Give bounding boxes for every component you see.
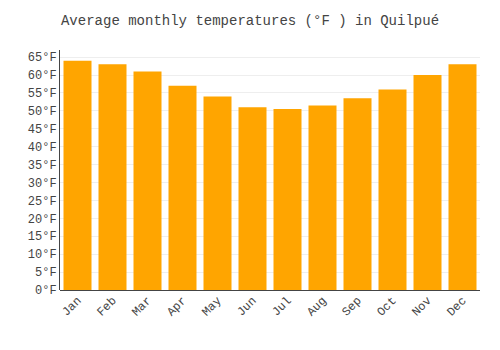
svg-text:Apr: Apr bbox=[164, 294, 189, 319]
svg-text:Jun: Jun bbox=[234, 294, 259, 319]
svg-text:15°F: 15°F bbox=[28, 230, 57, 244]
svg-text:Jul: Jul bbox=[269, 294, 294, 319]
svg-text:Aug: Aug bbox=[304, 294, 329, 319]
svg-text:0°F: 0°F bbox=[35, 284, 57, 298]
svg-text:30°F: 30°F bbox=[28, 177, 57, 191]
svg-text:65°F: 65°F bbox=[28, 51, 57, 65]
svg-text:20°F: 20°F bbox=[28, 213, 57, 227]
svg-text:35°F: 35°F bbox=[28, 159, 57, 173]
svg-text:Feb: Feb bbox=[94, 294, 119, 319]
svg-text:60°F: 60°F bbox=[28, 69, 57, 83]
svg-text:Oct: Oct bbox=[374, 294, 399, 319]
svg-text:50°F: 50°F bbox=[28, 105, 57, 119]
svg-text:5°F: 5°F bbox=[35, 266, 57, 280]
svg-text:May: May bbox=[199, 294, 224, 319]
svg-text:25°F: 25°F bbox=[28, 195, 57, 209]
svg-text:40°F: 40°F bbox=[28, 141, 57, 155]
svg-text:Dec: Dec bbox=[444, 294, 469, 319]
svg-text:Jan: Jan bbox=[59, 294, 84, 319]
svg-text:45°F: 45°F bbox=[28, 123, 57, 137]
svg-text:Mar: Mar bbox=[129, 294, 154, 319]
svg-text:Average monthly temperatures (: Average monthly temperatures (°F ) in Qu… bbox=[61, 13, 439, 29]
svg-text:10°F: 10°F bbox=[28, 248, 57, 262]
svg-text:Nov: Nov bbox=[409, 294, 434, 319]
svg-text:55°F: 55°F bbox=[28, 87, 57, 101]
svg-text:Sep: Sep bbox=[339, 294, 364, 319]
